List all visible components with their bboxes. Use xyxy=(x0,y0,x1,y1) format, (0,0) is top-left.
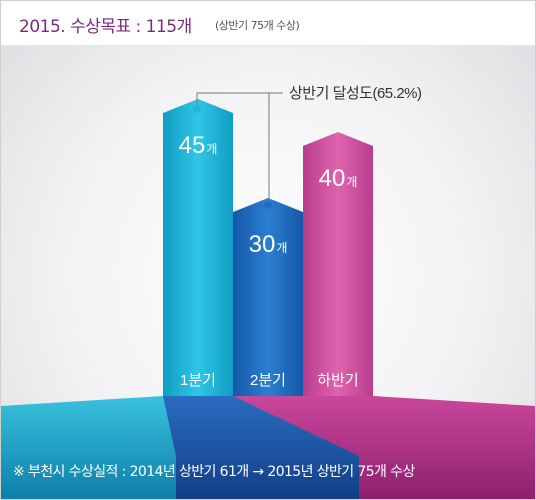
annotation-connector xyxy=(196,92,270,205)
base-panel-h2 xyxy=(233,396,535,499)
annotation-dot-q2 xyxy=(264,201,272,209)
category-label-q1: 1분기 xyxy=(180,372,216,389)
annotation-label: 상반기 달성도(65.2%) xyxy=(289,85,422,102)
chart-base xyxy=(1,396,535,499)
chart-header: 2015. 수상목표 : 115개 (상반기 75개 수상) xyxy=(1,1,535,46)
bar-q1 xyxy=(163,99,233,396)
value-label-q1: 45개 xyxy=(179,132,218,159)
category-label-h2: 하반기 xyxy=(317,372,358,389)
footnote: ※ 부천시 수상실적 : 2014년 상반기 61개 → 2015년 상반기 7… xyxy=(13,464,415,480)
bar-q2 xyxy=(233,198,303,396)
annotation-dot-q1 xyxy=(193,105,201,113)
value-label-h2: 40개 xyxy=(319,165,358,192)
chart-title: 2015. 수상목표 : 115개 xyxy=(19,17,192,37)
category-label-q2: 2분기 xyxy=(250,372,286,389)
value-label-q2: 30개 xyxy=(249,231,288,258)
chart-subtitle: (상반기 75개 수상) xyxy=(215,19,300,32)
bar-h2 xyxy=(303,132,373,396)
achievement-annotation: 상반기 달성도(65.2%) xyxy=(193,85,422,209)
